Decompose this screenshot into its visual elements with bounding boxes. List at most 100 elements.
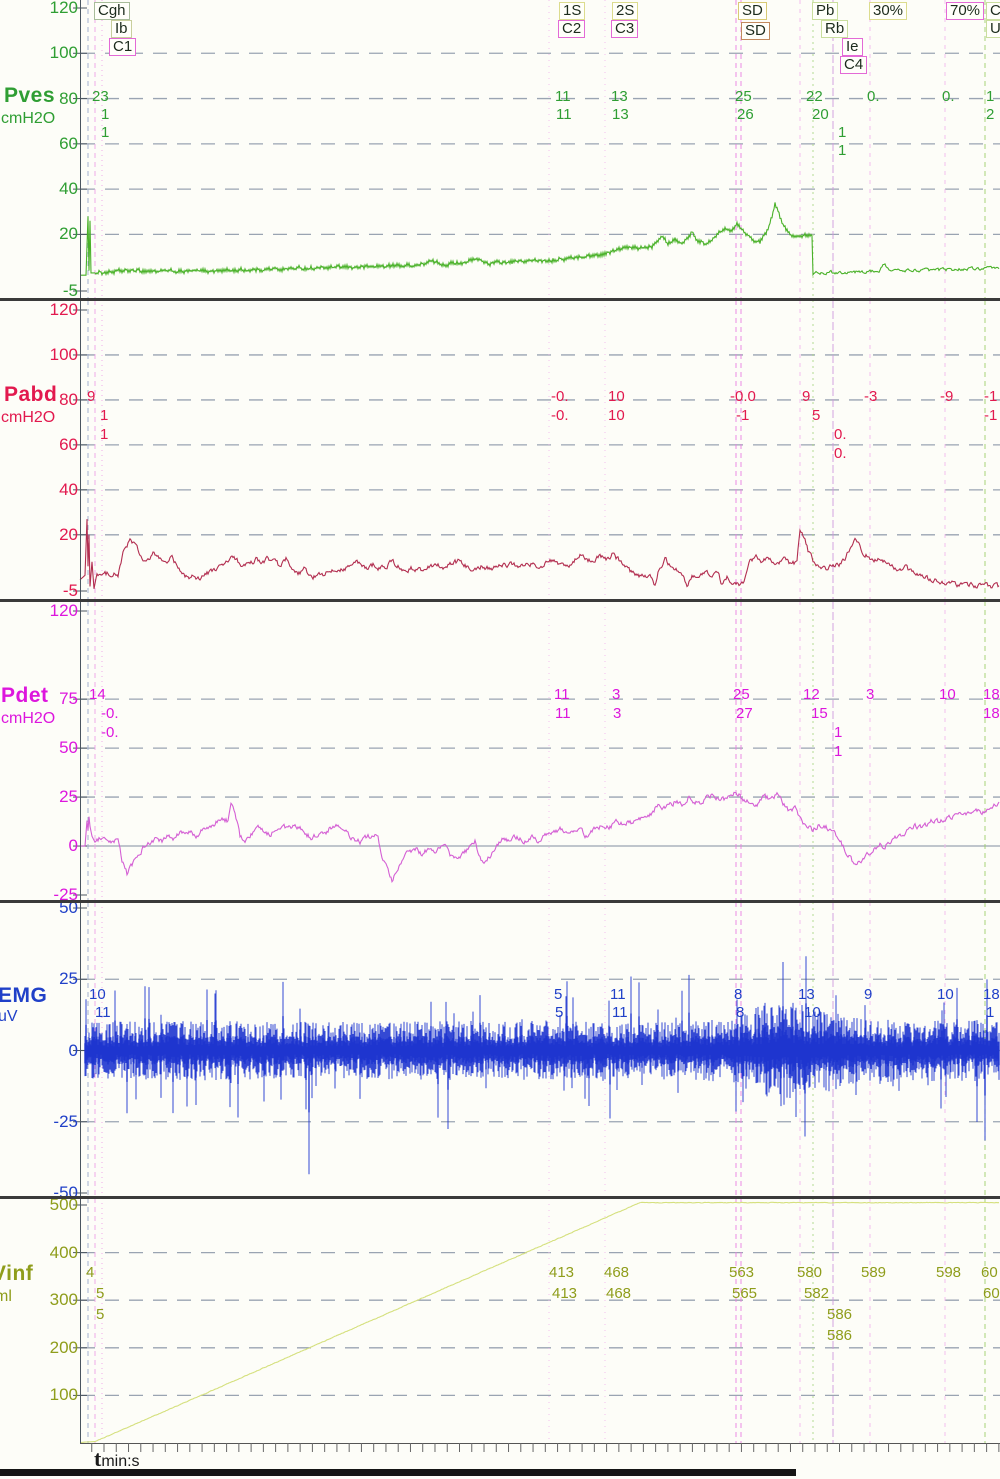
y-tick-label: 100 bbox=[49, 43, 78, 63]
vinf-unit-label: ml bbox=[0, 1288, 12, 1305]
time-symbol: t bbox=[94, 1446, 102, 1471]
annotation-value: 9 bbox=[802, 388, 811, 405]
y-tick-label: 500 bbox=[49, 1198, 78, 1214]
vinf-curve bbox=[79, 1201, 1000, 1443]
event-marker-label: 70% bbox=[946, 2, 985, 20]
annotation-value: 1 bbox=[101, 124, 110, 141]
annotation-value: 10 bbox=[608, 407, 625, 424]
y-tick-label: 20 bbox=[59, 524, 78, 544]
event-marker-label: C4 bbox=[840, 56, 868, 74]
y-tick-label: 20 bbox=[59, 224, 78, 244]
event-marker-label: C bbox=[986, 2, 1000, 20]
time-axis-unit-label: tmin:s bbox=[94, 1446, 140, 1472]
pabd-curve bbox=[79, 519, 1000, 589]
annotation-value: 13 bbox=[798, 986, 815, 1003]
y-tick-label: 25 bbox=[59, 969, 78, 989]
annotation-value: 60 bbox=[981, 1264, 998, 1281]
y-tick-label: 40 bbox=[59, 479, 78, 499]
annotation-value: 1 bbox=[986, 88, 995, 105]
annotation-value: 5 bbox=[96, 1285, 105, 1302]
annotation-value: 5 bbox=[812, 407, 821, 424]
annotation-value: 9 bbox=[864, 986, 873, 1003]
annotation-value: 0. bbox=[867, 88, 880, 105]
scan-black-bar bbox=[0, 1469, 796, 1476]
annotation-value: 22 bbox=[806, 88, 823, 105]
y-tick-label: 50 bbox=[59, 902, 78, 917]
event-marker-label: C1 bbox=[109, 38, 137, 56]
annotation-value: 1 bbox=[986, 1004, 995, 1021]
y-tick-label: -50 bbox=[53, 1183, 78, 1197]
annotation-value: 18 bbox=[983, 705, 1000, 722]
annotation-value: -1 bbox=[984, 407, 998, 424]
event-marker-label: Ib bbox=[111, 20, 132, 38]
event-marker-label: Rb bbox=[821, 20, 849, 38]
event-marker-label: 1S bbox=[559, 2, 586, 20]
event-marker-label: Cgh bbox=[94, 2, 130, 20]
annotation-value: 10 bbox=[937, 986, 954, 1003]
annotation-value: 413 bbox=[549, 1264, 575, 1281]
emg-channel-label: EMG bbox=[0, 984, 48, 1007]
annotation-value: 589 bbox=[861, 1264, 887, 1281]
annotation-value: 0. bbox=[942, 88, 955, 105]
annotation-value: 11 bbox=[612, 1004, 628, 1021]
panel-divider bbox=[0, 599, 1000, 602]
annotation-value: 582 bbox=[804, 1285, 830, 1302]
panel-divider bbox=[0, 900, 1000, 903]
time-unit: min:s bbox=[101, 1453, 140, 1470]
pves-curve bbox=[80, 202, 1000, 277]
y-tick-label: 0 bbox=[68, 836, 78, 856]
pdet-plot bbox=[73, 601, 1000, 900]
annotation-value: 25 bbox=[735, 88, 752, 105]
y-tick-label: 60 bbox=[59, 133, 78, 153]
emg-unit-label: uV bbox=[0, 1008, 18, 1025]
panel-divider bbox=[0, 298, 1000, 301]
y-tick-label: 40 bbox=[59, 179, 78, 199]
annotation-value: -0. bbox=[101, 724, 119, 741]
y-tick-label: 80 bbox=[59, 389, 78, 409]
annotation-value: 10 bbox=[939, 686, 956, 703]
annotation-value: 11 bbox=[95, 1004, 111, 1021]
annotation-value: 598 bbox=[936, 1264, 962, 1281]
y-tick-label: -5 bbox=[62, 281, 78, 299]
annotation-value: -1 bbox=[984, 388, 998, 405]
pves-panel: 120 100 80 60 40 20 -5 23 1 1 11 11 13 13 25 26 22 20 1 1 0.… bbox=[0, 0, 1000, 298]
annotation-value: 3 bbox=[612, 686, 621, 703]
annotation-value: 20 bbox=[812, 106, 829, 123]
event-marker-label: C3 bbox=[611, 20, 639, 38]
pabd-unit-label: cmH2O bbox=[1, 409, 56, 426]
annotation-value: -0. bbox=[551, 407, 569, 424]
y-tick-label: -25 bbox=[53, 1111, 78, 1131]
y-tick-label: 120 bbox=[49, 0, 78, 17]
time-axis-ruler bbox=[80, 1443, 1000, 1452]
annotation-value: 12 bbox=[803, 686, 820, 703]
annotation-value: -1 bbox=[736, 407, 750, 424]
annotation-value: -0.0 bbox=[730, 388, 756, 405]
annotation-value: 580 bbox=[797, 1264, 823, 1281]
annotation-value: 11 bbox=[556, 106, 572, 123]
y-tick-label: 80 bbox=[59, 88, 78, 108]
y-tick-label: 25 bbox=[59, 787, 78, 807]
y-tick-label: 75 bbox=[59, 689, 78, 709]
event-marker-label: SD bbox=[738, 2, 767, 20]
annotation-value: 11 bbox=[555, 705, 571, 722]
annotation-value: 18 bbox=[983, 686, 1000, 703]
annotation-value: 1 bbox=[100, 407, 109, 424]
emg-noise-band bbox=[84, 956, 1000, 1175]
annotation-value: 11 bbox=[610, 986, 626, 1003]
event-marker-label: 2S bbox=[612, 2, 639, 20]
annotation-value: 5 bbox=[96, 1306, 105, 1323]
y-tick-label: 60 bbox=[59, 434, 78, 454]
annotation-value: -0. bbox=[101, 705, 119, 722]
pdet-unit-label: cmH2O bbox=[1, 710, 56, 727]
annotation-value: 14 bbox=[89, 686, 106, 703]
annotation-value: 9 bbox=[87, 388, 96, 405]
annotation-value: 586 bbox=[827, 1327, 853, 1344]
annotation-value: 10 bbox=[608, 388, 625, 405]
y-tick-label: -25 bbox=[53, 885, 78, 901]
annotation-value: 5 bbox=[554, 986, 563, 1003]
annotation-value: 3 bbox=[866, 686, 875, 703]
y-tick-label: 120 bbox=[49, 601, 78, 620]
pabd-panel: 120 100 80 60 40 20 -5 9 1 1 -0. -0. 10 10 -0.0 -1 9 5 0. 0… bbox=[0, 300, 1000, 599]
event-marker-label: 30% bbox=[869, 2, 908, 20]
